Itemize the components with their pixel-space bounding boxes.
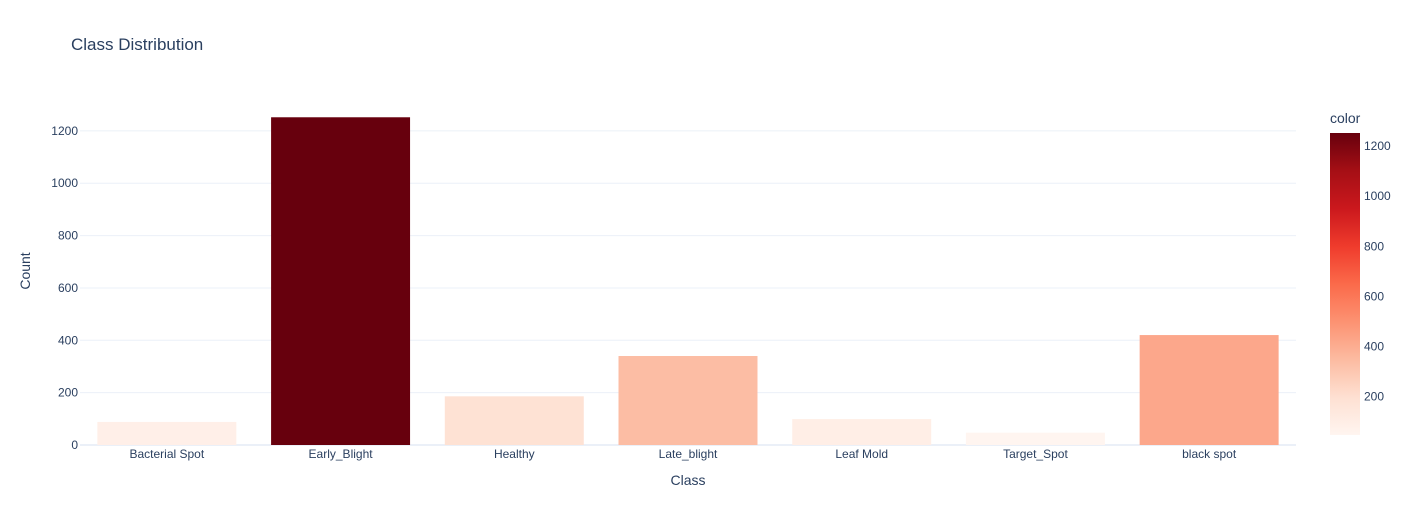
x-tick-label: Leaf Mold bbox=[835, 447, 888, 461]
colorbar-title: color bbox=[1330, 110, 1361, 126]
colorbar-tick-label: 600 bbox=[1364, 289, 1384, 303]
colorbar-tick-label: 200 bbox=[1364, 390, 1384, 404]
colorbar: color 200 400 600 800 1000 1200 bbox=[1330, 110, 1391, 435]
colorbar-tick-label: 800 bbox=[1364, 239, 1384, 253]
x-tick-label: Healthy bbox=[494, 447, 535, 461]
colorbar-tick-label: 400 bbox=[1364, 340, 1384, 354]
bar bbox=[1139, 335, 1279, 445]
colorbar-ticks: 200 400 600 800 1000 1200 bbox=[1364, 139, 1391, 404]
bar bbox=[271, 117, 411, 445]
colorbar-tick-label: 1200 bbox=[1364, 139, 1391, 153]
x-tick-label: Target_Spot bbox=[1003, 447, 1068, 461]
bar bbox=[444, 396, 584, 445]
y-tick-label: 0 bbox=[71, 438, 78, 452]
y-tick-label: 600 bbox=[58, 281, 78, 295]
x-axis-ticks: Bacterial Spot Early_Blight Healthy Late_bl… bbox=[129, 447, 1236, 461]
colorbar-tick-label: 1000 bbox=[1364, 189, 1391, 203]
bar bbox=[965, 432, 1105, 445]
x-axis-label: Class bbox=[670, 472, 705, 488]
y-tick-label: 800 bbox=[58, 229, 78, 243]
bar bbox=[792, 419, 932, 445]
x-tick-label: Early_Blight bbox=[309, 447, 374, 461]
colorbar-gradient bbox=[1330, 133, 1360, 435]
y-tick-label: 1200 bbox=[51, 124, 78, 138]
bar bbox=[97, 421, 237, 445]
x-tick-label: Bacterial Spot bbox=[129, 447, 204, 461]
chart-title: Class Distribution bbox=[71, 35, 203, 54]
bar bbox=[618, 356, 758, 445]
y-axis-label: Count bbox=[17, 252, 33, 289]
y-tick-label: 1000 bbox=[51, 176, 78, 190]
x-tick-label: Late_blight bbox=[659, 447, 718, 461]
bars bbox=[97, 117, 1279, 445]
x-tick-label: black spot bbox=[1182, 447, 1237, 461]
y-axis-ticks: 0 200 400 600 800 1000 1200 bbox=[51, 124, 78, 452]
y-tick-label: 400 bbox=[58, 333, 78, 347]
y-tick-label: 200 bbox=[58, 386, 78, 400]
